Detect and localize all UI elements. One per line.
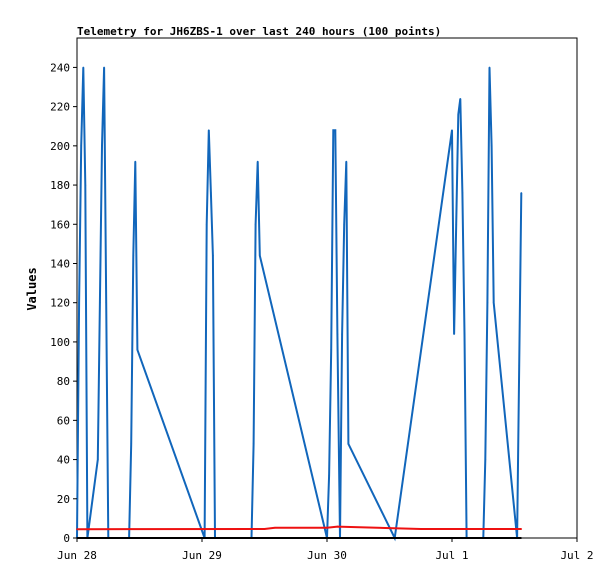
- y-tick-label: 20: [57, 493, 70, 506]
- y-tick-label: 160: [50, 218, 70, 231]
- series-1-point: [78, 301, 80, 304]
- y-tick-label: 140: [50, 257, 70, 270]
- series-1-point: [259, 254, 261, 257]
- series-1-point: [334, 129, 337, 131]
- y-tick-label: 180: [50, 179, 70, 192]
- series-1-point: [132, 254, 135, 257]
- x-tick-label: Jun 28: [57, 549, 97, 562]
- y-tick-label: 60: [57, 414, 70, 427]
- series-1-point: [343, 223, 346, 226]
- y-tick-label: 220: [50, 101, 70, 114]
- series-1-point: [484, 458, 487, 461]
- series-1-point: [205, 223, 208, 226]
- series-2-point: [326, 527, 328, 529]
- y-axis-label: Values: [25, 267, 39, 310]
- series-1-point: [461, 192, 464, 194]
- series-2-point: [420, 528, 422, 530]
- axis-ticks: 0 20 40 60 80 100 120 140 160 180 200 220 240 Jun 28 J…: [50, 61, 593, 562]
- y-tick-label: 100: [50, 336, 70, 349]
- series-1-point: [336, 333, 339, 335]
- series-1-point: [130, 443, 132, 445]
- series-1-point: [459, 98, 462, 100]
- plot-area: [76, 37, 578, 539]
- series-1-point: [463, 333, 466, 335]
- series-1-point: [457, 113, 460, 116]
- series-2-point: [520, 528, 523, 530]
- series-2-point: [336, 525, 339, 528]
- series-3-point: [520, 537, 523, 539]
- series-1-point: [345, 160, 348, 163]
- y-tick-label: 240: [50, 61, 70, 74]
- series-1-point: [134, 160, 137, 163]
- series-1-point: [451, 129, 453, 131]
- series-1-point: [520, 192, 523, 194]
- y-tick-label: 40: [57, 454, 70, 467]
- series-1-point: [208, 129, 210, 131]
- series-1-point: [252, 443, 255, 445]
- series-1-point: [332, 129, 335, 131]
- series-1-point: [80, 145, 82, 147]
- chart-title: Telemetry for JH6ZBS-1 over last 240 hou…: [77, 25, 441, 38]
- x-tick-label: Jun 29: [182, 549, 222, 562]
- series-1-point: [105, 301, 107, 304]
- series-1-point: [490, 145, 493, 147]
- series-1-point: [455, 223, 458, 226]
- series-1-point: [330, 349, 333, 351]
- x-tick-label: Jul 1: [435, 549, 468, 562]
- y-tick-label: 80: [57, 375, 70, 388]
- series-1-point: [97, 458, 99, 461]
- series-1-point: [82, 66, 85, 69]
- y-tick-label: 200: [50, 140, 70, 153]
- series-1-point: [453, 333, 455, 335]
- series-2-point: [263, 528, 266, 530]
- series-1-point: [103, 66, 105, 69]
- series-1-point: [212, 254, 214, 257]
- x-tick-label: Jul 2: [560, 549, 593, 562]
- series-1-point: [101, 145, 103, 147]
- series-1-point: [136, 349, 139, 351]
- series-1-point: [256, 160, 259, 163]
- series-1-point: [341, 333, 343, 335]
- series-2-point: [274, 527, 276, 529]
- y-tick-label: 120: [50, 297, 70, 310]
- series-2-point: [76, 528, 78, 530]
- series-1-point: [492, 301, 495, 304]
- series-1-point: [347, 443, 350, 445]
- series-1-point: [99, 301, 101, 304]
- series-1-point: [488, 66, 491, 69]
- series-1-point: [518, 364, 520, 367]
- x-tick-label: Jun 30: [307, 549, 347, 562]
- series-1-point: [328, 474, 330, 477]
- series-1-point: [254, 223, 257, 226]
- series-1-point: [84, 184, 87, 186]
- y-tick-label: 0: [63, 532, 70, 545]
- series-1-point: [486, 301, 489, 304]
- series-1-point: [210, 192, 212, 194]
